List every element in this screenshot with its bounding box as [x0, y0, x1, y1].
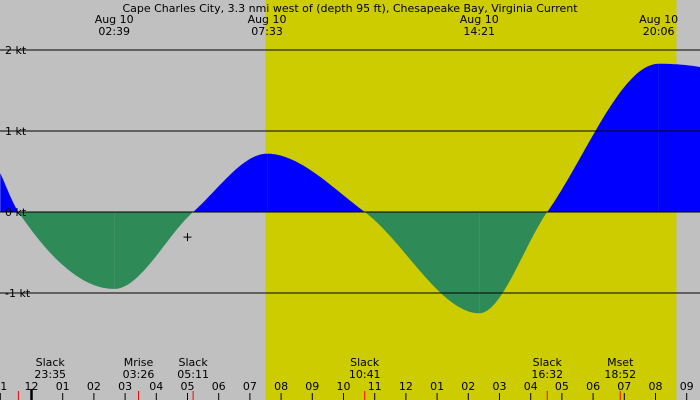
flood-segment: [547, 63, 659, 212]
x-tick-label: 10: [337, 380, 351, 393]
current-time-marker: [183, 233, 192, 242]
event-name-label: Mset: [607, 356, 634, 369]
x-tick-label: 07: [617, 380, 631, 393]
y-tick-label: -1 kt: [5, 287, 31, 300]
current-curve: [0, 63, 700, 314]
event-time-label: 03:26: [123, 368, 155, 381]
event-name-label: Slack: [179, 356, 209, 369]
event-time-label: 16:32: [531, 368, 563, 381]
x-tick-label: 04: [524, 380, 538, 393]
extrema-time-label: 20:06: [643, 25, 675, 38]
x-tick-label: 07: [243, 380, 257, 393]
extrema-time-label: 02:39: [98, 25, 130, 38]
x-tick-label: 06: [586, 380, 600, 393]
x-tick-label: 04: [149, 380, 163, 393]
x-tick-label: 05: [555, 380, 569, 393]
ebb-segment: [114, 212, 194, 289]
x-tick-label: 08: [649, 380, 663, 393]
event-name-label: Mrise: [124, 356, 154, 369]
x-tick-label: 03: [118, 380, 132, 393]
x-tick-label: 11: [0, 380, 7, 393]
extrema-date-label: Aug 10: [248, 13, 287, 26]
flood-segment: [267, 153, 365, 212]
x-tick-labels: 11 12 01 02 03 04 05 06 07 08 09 10 11 12 01 02 03 04 05 06…: [0, 380, 694, 400]
ebb-segment: [479, 212, 548, 314]
x-tick-label: 12: [399, 380, 413, 393]
extrema-date-label: Aug 10: [95, 13, 134, 26]
y-tick-label: 1 kt: [5, 125, 27, 138]
gridlines: [0, 49, 700, 294]
x-tick-label: 01: [56, 380, 70, 393]
x-tick-label: 11: [368, 380, 382, 393]
extrema-date-label: Aug 10: [460, 13, 499, 26]
flood-segment: [658, 63, 700, 212]
y-tick-label: 0 kt: [5, 206, 27, 219]
x-tick-label: 02: [87, 380, 101, 393]
x-tick-label: 08: [274, 380, 288, 393]
x-tick-label: 09: [680, 380, 694, 393]
extrema-time-label: 07:33: [251, 25, 283, 38]
ebb-segment: [18, 212, 115, 289]
x-tick-label: 05: [181, 380, 195, 393]
event-name-label: Slack: [533, 356, 563, 369]
flood-segment: [193, 153, 268, 212]
extrema-date-label: Aug 10: [639, 13, 678, 26]
event-name-label: Slack: [36, 356, 66, 369]
x-tick-label: 12: [25, 380, 39, 393]
x-tick-label: 01: [430, 380, 444, 393]
y-tick-labels: 2 kt 1 kt 0 kt -1 kt: [5, 44, 31, 300]
ebb-segment: [364, 212, 480, 314]
event-time-label: 23:35: [34, 368, 66, 381]
event-name-label: Slack: [350, 356, 380, 369]
extrema-time-label: 14:21: [463, 25, 495, 38]
x-tick-label: 03: [493, 380, 507, 393]
event-time-label: 05:11: [177, 368, 209, 381]
event-labels: Slack23:35Mrise03:26Slack05:11Slack10:41…: [17, 356, 636, 400]
chart-title: Cape Charles City, 3.3 nmi west of (dept…: [122, 2, 578, 15]
flood-segment: [0, 173, 19, 212]
x-tick-label: 02: [461, 380, 475, 393]
x-tick-label: 06: [212, 380, 226, 393]
x-tick-label: 09: [305, 380, 319, 393]
event-time-label: 10:41: [349, 368, 381, 381]
y-tick-label: 2 kt: [5, 44, 27, 57]
event-time-label: 18:52: [604, 368, 636, 381]
